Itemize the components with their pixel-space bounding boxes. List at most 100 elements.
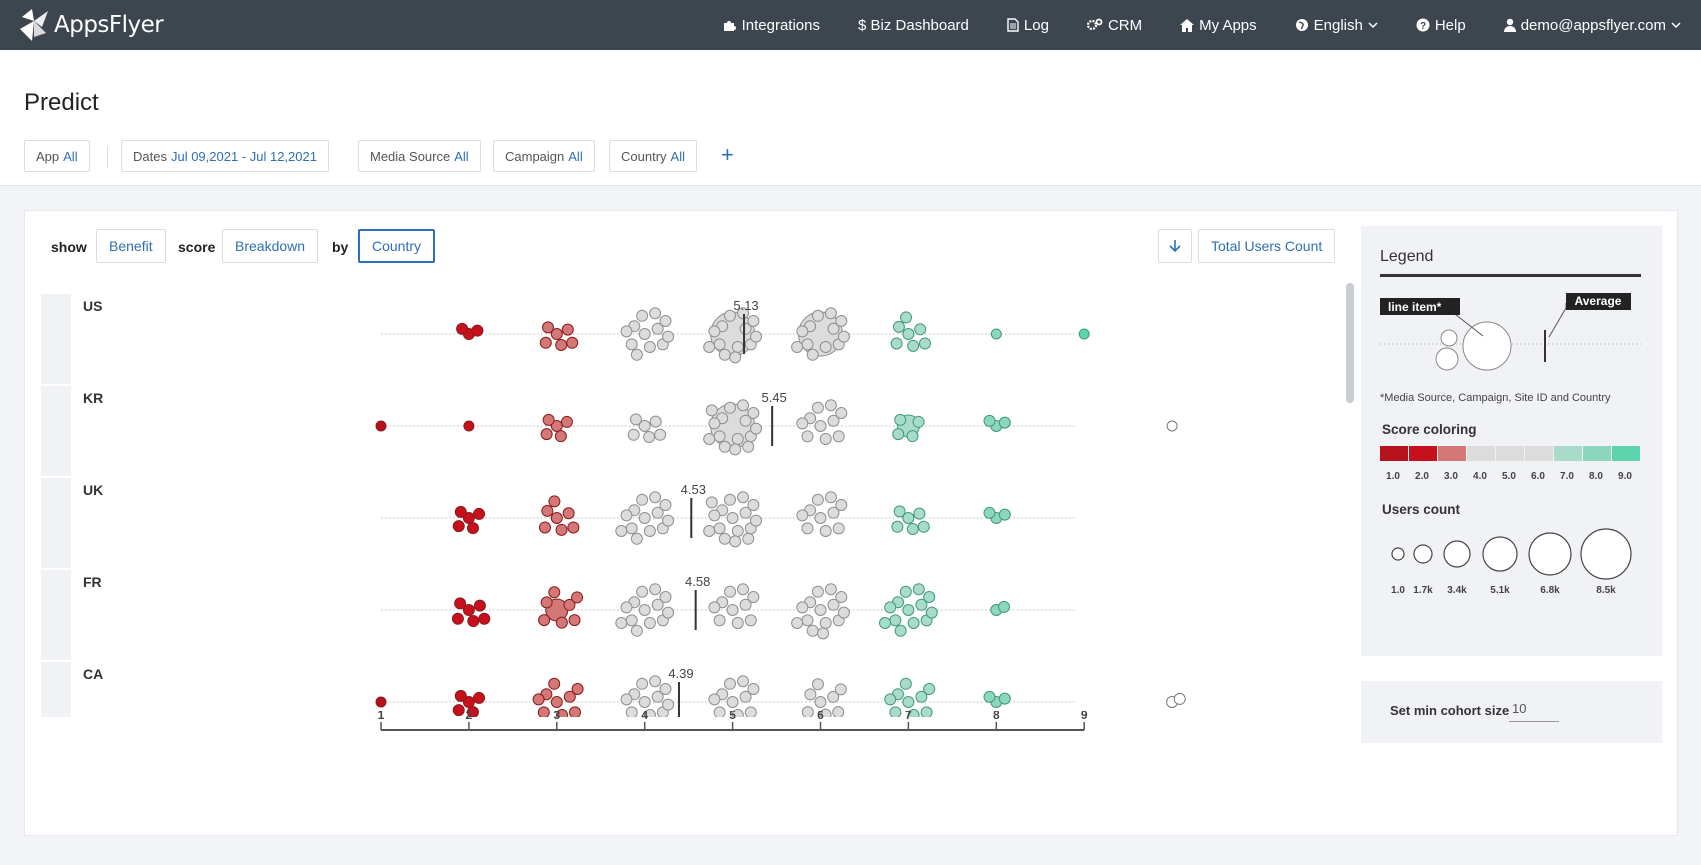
user-bubble[interactable] bbox=[651, 690, 664, 703]
user-bubble[interactable] bbox=[819, 341, 832, 353]
user-bubble[interactable] bbox=[983, 690, 996, 703]
user-bubble[interactable] bbox=[659, 683, 672, 695]
user-bubble[interactable] bbox=[806, 624, 819, 637]
user-bubble[interactable] bbox=[923, 683, 936, 695]
score-breakdown-button[interactable]: Breakdown bbox=[222, 229, 319, 263]
user-bubble[interactable] bbox=[638, 512, 651, 524]
user-bubble[interactable] bbox=[983, 506, 996, 519]
user-bubble[interactable] bbox=[713, 614, 726, 627]
user-bubble[interactable] bbox=[912, 583, 925, 596]
user-bubble[interactable] bbox=[750, 514, 762, 527]
user-bubble[interactable] bbox=[625, 522, 638, 535]
user-bubble[interactable] bbox=[747, 499, 760, 511]
user-bubble[interactable] bbox=[801, 338, 814, 351]
nav-integrations[interactable]: Integrations bbox=[723, 17, 820, 34]
user-bubble[interactable] bbox=[739, 690, 752, 703]
user-bubble[interactable] bbox=[454, 505, 467, 518]
user-bubble[interactable] bbox=[651, 322, 664, 335]
user-bubble[interactable] bbox=[832, 706, 845, 717]
user-bubble[interactable] bbox=[902, 604, 915, 616]
user-bubble[interactable] bbox=[463, 420, 475, 432]
user-bubble[interactable] bbox=[796, 417, 809, 430]
user-bubble[interactable] bbox=[539, 336, 552, 349]
user-bubble[interactable] bbox=[620, 601, 633, 614]
user-bubble[interactable] bbox=[890, 337, 903, 350]
user-bubble[interactable] bbox=[466, 706, 479, 717]
user-bubble[interactable] bbox=[636, 493, 649, 506]
user-bubble[interactable] bbox=[636, 585, 649, 598]
user-bubble[interactable] bbox=[540, 428, 553, 441]
user-bubble[interactable] bbox=[791, 341, 804, 353]
user-bubble[interactable] bbox=[662, 698, 675, 711]
user-bubble[interactable] bbox=[548, 495, 561, 508]
user-bubble[interactable] bbox=[801, 522, 814, 535]
user-bubble[interactable] bbox=[471, 324, 484, 337]
row-expand-stub[interactable] bbox=[41, 662, 71, 717]
user-bubble[interactable] bbox=[920, 706, 933, 717]
user-bubble[interactable] bbox=[563, 690, 576, 703]
add-filter-button[interactable]: + bbox=[721, 142, 734, 167]
nav-help[interactable]: ? Help bbox=[1416, 17, 1466, 34]
user-bubble[interactable] bbox=[889, 614, 902, 627]
user-bubble[interactable] bbox=[643, 525, 656, 537]
user-bubble[interactable] bbox=[827, 506, 840, 519]
user-bubble[interactable] bbox=[568, 614, 581, 627]
user-bubble[interactable] bbox=[915, 690, 928, 703]
user-bubble[interactable] bbox=[638, 328, 651, 340]
user-bubble[interactable] bbox=[834, 683, 847, 696]
user-bubble[interactable] bbox=[827, 690, 840, 703]
user-bubble[interactable] bbox=[737, 583, 749, 596]
user-bubble[interactable] bbox=[718, 532, 731, 545]
user-bubble[interactable] bbox=[651, 506, 664, 519]
user-bubble[interactable] bbox=[708, 417, 721, 430]
user-bubble[interactable] bbox=[625, 338, 638, 351]
user-bubble[interactable] bbox=[571, 683, 584, 695]
user-bubble[interactable] bbox=[705, 404, 718, 417]
user-bubble[interactable] bbox=[729, 443, 742, 456]
user-bubble[interactable] bbox=[567, 521, 580, 534]
user-bubble[interactable] bbox=[627, 428, 640, 441]
user-bubble[interactable] bbox=[791, 617, 804, 629]
user-bubble[interactable] bbox=[832, 522, 845, 535]
user-bubble[interactable] bbox=[832, 430, 845, 443]
row-expand-stub[interactable] bbox=[41, 386, 71, 476]
user-bubble[interactable] bbox=[649, 415, 662, 428]
filter-media-source[interactable]: Media Source All bbox=[358, 140, 481, 172]
user-bubble[interactable] bbox=[835, 499, 848, 511]
user-bubble[interactable] bbox=[538, 614, 551, 627]
user-bubble[interactable] bbox=[571, 591, 584, 604]
user-bubble[interactable] bbox=[629, 413, 642, 426]
user-bubble[interactable] bbox=[473, 599, 486, 612]
user-bubble[interactable] bbox=[892, 428, 905, 441]
user-bubble[interactable] bbox=[473, 691, 486, 704]
user-bubble[interactable] bbox=[891, 520, 904, 533]
user-bubble[interactable] bbox=[550, 512, 563, 524]
user-bubble[interactable] bbox=[563, 598, 576, 611]
user-bubble[interactable] bbox=[796, 601, 809, 614]
min-cohort-input[interactable] bbox=[1509, 696, 1559, 722]
user-bubble[interactable] bbox=[478, 612, 491, 625]
user-bubble[interactable] bbox=[538, 521, 551, 534]
user-bubble[interactable] bbox=[737, 307, 749, 320]
user-bubble[interactable] bbox=[456, 322, 469, 335]
user-bubble[interactable] bbox=[747, 407, 760, 419]
user-bubble[interactable] bbox=[718, 440, 731, 453]
user-bubble[interactable] bbox=[796, 509, 809, 522]
user-bubble[interactable] bbox=[811, 493, 824, 506]
user-bubble[interactable] bbox=[451, 612, 464, 625]
user-bubble[interactable] bbox=[747, 591, 760, 603]
user-bubble[interactable] bbox=[462, 512, 475, 524]
user-bubble[interactable] bbox=[713, 706, 726, 717]
rows-scrollbar[interactable] bbox=[1346, 283, 1354, 717]
user-bubble[interactable] bbox=[837, 606, 850, 619]
row-expand-stub[interactable] bbox=[41, 478, 71, 568]
user-bubble[interactable] bbox=[998, 508, 1011, 521]
user-bubble[interactable] bbox=[811, 585, 824, 598]
user-bubble[interactable] bbox=[1166, 420, 1178, 432]
user-bubble[interactable] bbox=[796, 325, 809, 338]
nav-language[interactable]: English bbox=[1295, 17, 1378, 34]
user-bubble[interactable] bbox=[902, 512, 915, 524]
user-bubble[interactable] bbox=[811, 678, 824, 691]
user-bubble[interactable] bbox=[990, 328, 1002, 340]
user-bubble[interactable] bbox=[742, 532, 755, 545]
